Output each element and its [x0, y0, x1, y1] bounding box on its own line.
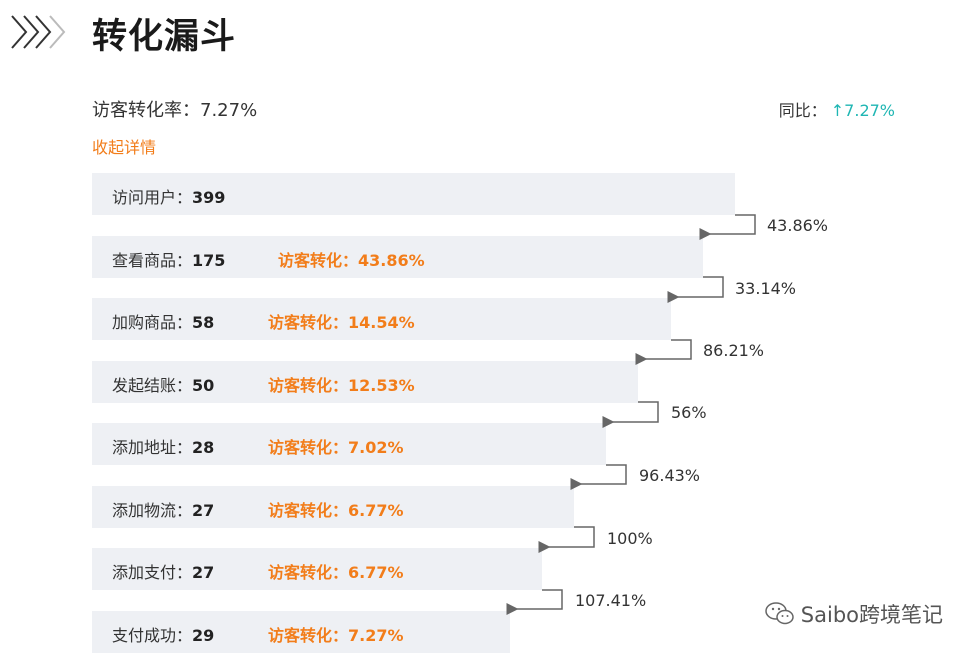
- step-label: 添加地址：28: [112, 438, 215, 457]
- step-label: 加购商品：58: [112, 313, 215, 332]
- connector-arrow: [667, 276, 724, 303]
- step-label: 支付成功：29: [112, 626, 215, 645]
- funnel-step: 访问用户：399: [92, 173, 735, 215]
- step-label: 添加物流：27: [112, 501, 215, 520]
- yoy-value: 7.27%: [844, 101, 895, 120]
- step-value: 58: [192, 313, 215, 332]
- step-value: 50: [192, 376, 215, 395]
- step-value: 27: [192, 501, 215, 520]
- step-conversion: 访客转化：7.27%: [268, 626, 404, 645]
- funnel-step: 发起结账：50 访客转化：12.53%: [92, 361, 638, 403]
- yoy-label: 同比：: [778, 101, 827, 120]
- step-label: 发起结账：50: [112, 376, 215, 395]
- arrow-up-icon: ↑: [830, 101, 845, 120]
- funnel-step: 加购商品：58 访客转化：14.54%: [92, 298, 671, 340]
- step-conversion: 访客转化：43.86%: [278, 251, 425, 270]
- step-label: 访问用户：399: [112, 188, 226, 207]
- connector-arrow: [570, 464, 627, 490]
- step-value: 29: [192, 626, 215, 645]
- step-value: 399: [192, 188, 226, 207]
- step-label: 添加支付：27: [112, 563, 215, 582]
- funnel-step: 添加物流：27 访客转化：6.77%: [92, 486, 574, 528]
- watermark: Saibo跨境笔记: [765, 599, 943, 629]
- connector-arrow: [699, 214, 756, 240]
- collapse-details-link[interactable]: 收起详情: [92, 138, 157, 157]
- step-rate: 100%: [607, 529, 653, 548]
- funnel-step: 支付成功：29 访客转化：7.27%: [92, 611, 510, 653]
- step-value: 175: [192, 251, 226, 270]
- step-value: 27: [192, 563, 215, 582]
- step-value: 28: [192, 438, 215, 457]
- triple-chevron-icon: [11, 15, 66, 49]
- step-conversion: 访客转化：7.02%: [268, 438, 404, 457]
- funnel-step: 添加地址：28 访客转化：7.02%: [92, 423, 606, 465]
- step-rate: 86.21%: [703, 341, 765, 360]
- step-rate: 56%: [671, 403, 707, 422]
- connector-arrow: [635, 339, 692, 365]
- connector-arrow: [602, 401, 659, 428]
- step-rate: 96.43%: [639, 466, 701, 485]
- step-rate: 33.14%: [735, 279, 797, 298]
- step-rate: 107.41%: [575, 591, 647, 610]
- year-over-year: 同比： ↑7.27%: [779, 97, 895, 121]
- step-conversion: 访客转化：6.77%: [268, 501, 404, 520]
- step-label: 查看商品：175: [112, 251, 226, 270]
- step-conversion: 访客转化：12.53%: [268, 376, 415, 395]
- connector-arrow: [538, 526, 595, 553]
- step-conversion: 访客转化：6.77%: [268, 563, 404, 582]
- wechat-icon: [765, 602, 794, 625]
- connector-arrow: [506, 589, 563, 615]
- step-conversion: 访客转化：14.54%: [268, 313, 415, 332]
- page-title: 转化漏斗: [92, 17, 237, 57]
- funnel-step: 查看商品：175 访客转化：43.86%: [92, 236, 703, 278]
- watermark-text: Saibo跨境笔记: [800, 603, 943, 627]
- visitor-conversion-rate: 访客转化率：7.27%: [92, 100, 258, 121]
- step-rate: 43.86%: [767, 216, 829, 235]
- funnel-step: 添加支付：27 访客转化：6.77%: [92, 548, 542, 590]
